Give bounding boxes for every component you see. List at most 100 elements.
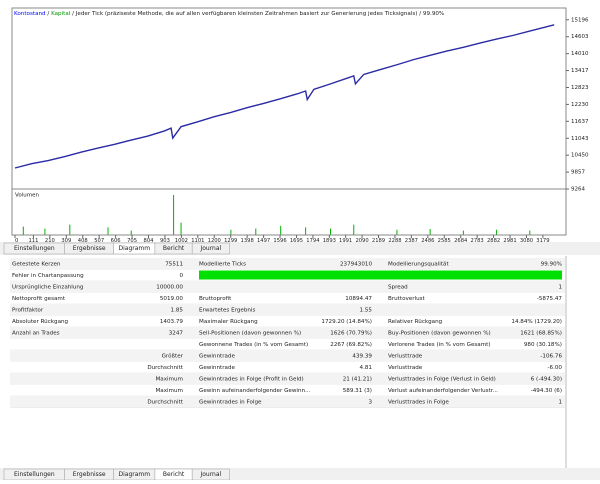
bottom-tab-label[interactable]: Einstellungen — [14, 471, 55, 478]
row-label: Durchschnitt — [147, 365, 183, 371]
field-label: Maximaler Rückgang — [199, 319, 258, 325]
x-tick-label: 507 — [94, 238, 104, 244]
field-value: 75511 — [165, 261, 183, 267]
bottom-tab-label[interactable]: Journal — [199, 471, 221, 478]
field-label: Modellierte Ticks — [199, 261, 246, 267]
x-tick-label: 1794 — [306, 238, 320, 244]
x-tick-label: 903 — [160, 238, 170, 244]
field-value: 1626 (70.79%) — [330, 330, 372, 336]
field-label: Gewinntrades in Folge — [199, 399, 262, 405]
top-tab-label[interactable]: Journal — [199, 245, 221, 252]
x-tick-label: 2783 — [471, 238, 484, 244]
field-label: Spread — [388, 284, 408, 290]
report-row — [10, 373, 565, 385]
bottom-tab-label[interactable]: Ergebnisse — [73, 471, 106, 478]
field-label: Relativer Rückgang — [388, 319, 443, 325]
x-tick-label: 1200 — [208, 238, 221, 244]
field-label: Gewinntrade — [199, 353, 235, 359]
x-tick-label: 2090 — [355, 238, 368, 244]
x-tick-label: 0 — [15, 238, 18, 244]
x-tick-label: 606 — [111, 238, 121, 244]
y-tick-label: 12823 — [571, 85, 589, 91]
field-label: Bruttoprofit — [199, 296, 232, 302]
field-value: 1 — [558, 284, 562, 290]
report-row — [10, 281, 565, 293]
bottom-tab-label[interactable]: Bericht — [163, 471, 185, 478]
field-value: 0 — [179, 273, 183, 279]
field-value: 1621 (68.85%) — [520, 330, 562, 336]
field-value: 3 — [368, 399, 372, 405]
quality-bar — [199, 270, 562, 280]
field-value: 5019.00 — [160, 296, 184, 302]
field-value: 6 (-494.30) — [531, 376, 562, 382]
field-value: 99.90% — [541, 261, 562, 267]
field-value: 1403.79 — [160, 319, 184, 325]
field-label: Verlust aufeinanderfolgender Verlustr... — [388, 388, 498, 394]
report-row — [10, 361, 565, 373]
chart-title: Kontostand / Kapital / Jeder Tick (präzi… — [14, 11, 444, 17]
field-label: Modellierungsqualität — [388, 261, 449, 267]
bottom-tab-label[interactable]: Diagramm — [118, 471, 150, 478]
x-tick-label: 2981 — [503, 238, 516, 244]
y-tick-label: 11637 — [571, 119, 589, 125]
x-tick-label: 1893 — [323, 238, 336, 244]
row-label: Maximum — [155, 388, 183, 394]
y-tick-label: 15196 — [571, 17, 589, 23]
x-tick-label: 3179 — [536, 238, 549, 244]
field-label: Absoluter Rückgang — [12, 319, 69, 325]
title-part: / — [46, 11, 51, 17]
field-label: Fehler in Chartanpassung — [12, 273, 84, 279]
x-tick-label: 210 — [45, 238, 55, 244]
x-tick-label: 408 — [78, 238, 88, 244]
x-tick-label: 1497 — [257, 238, 270, 244]
x-tick-label: 2288 — [388, 238, 401, 244]
x-tick-label: 2486 — [421, 238, 434, 244]
x-tick-label: 1596 — [273, 238, 286, 244]
field-value: 1.55 — [360, 307, 373, 313]
x-tick-label: 1299 — [224, 238, 237, 244]
field-label: Anzahl an Trades — [12, 330, 60, 336]
y-tick-label: 13417 — [571, 68, 589, 74]
field-label: Gewonnene Trades (in % vom Gesamt) — [199, 342, 308, 348]
report-row — [10, 384, 565, 396]
report-row — [10, 292, 565, 304]
top-tab-label[interactable]: Bericht — [163, 245, 185, 252]
top-tab[interactable] — [191, 242, 230, 255]
report-row — [10, 315, 565, 327]
y-tick-label: 12230 — [571, 102, 589, 108]
field-label: Buy-Positionen (davon gewonnen %) — [388, 330, 491, 336]
top-tab-label[interactable]: Diagramm — [118, 245, 150, 252]
field-value: 589.31 (3) — [343, 388, 372, 394]
x-tick-label: 2684 — [454, 238, 468, 244]
x-tick-label: 2882 — [487, 238, 500, 244]
field-label: Erwartetes Ergebnis — [199, 307, 255, 313]
field-value: 2267 (69.82%) — [330, 342, 372, 348]
report-row — [10, 350, 565, 362]
report-row — [10, 396, 565, 408]
y-tick-label: 9264 — [571, 187, 585, 193]
y-tick-label: 11043 — [571, 136, 589, 142]
x-tick-label: 2585 — [438, 238, 451, 244]
field-label: Sell-Positionen (davon gewonnen %) — [199, 330, 301, 336]
field-label: Bruttoverlust — [388, 296, 426, 302]
field-value: 1.85 — [171, 307, 184, 313]
report-row — [10, 327, 565, 339]
field-label: Verlorene Trades (in % vom Gesamt) — [388, 342, 491, 348]
top-tab-label[interactable]: Einstellungen — [14, 245, 55, 252]
field-value: 14.84% (1729.20) — [511, 319, 562, 325]
x-tick-label: 2189 — [372, 238, 385, 244]
top-tab-label[interactable]: Ergebnisse — [73, 245, 106, 252]
field-value: 1 — [558, 399, 562, 405]
field-value: -494.30 (6) — [531, 388, 562, 394]
y-tick-label: 14010 — [571, 51, 589, 57]
row-label: Maximum — [155, 376, 183, 382]
report-row — [10, 304, 565, 316]
title-part: Kontostand — [14, 11, 46, 17]
x-tick-label: 2387 — [405, 238, 418, 244]
field-value: 1729.20 (14.84%) — [321, 319, 372, 325]
field-value: -106.76 — [540, 353, 562, 359]
x-tick-label: 1101 — [191, 238, 204, 244]
field-label: Verlusttrades in Folge — [388, 399, 449, 405]
